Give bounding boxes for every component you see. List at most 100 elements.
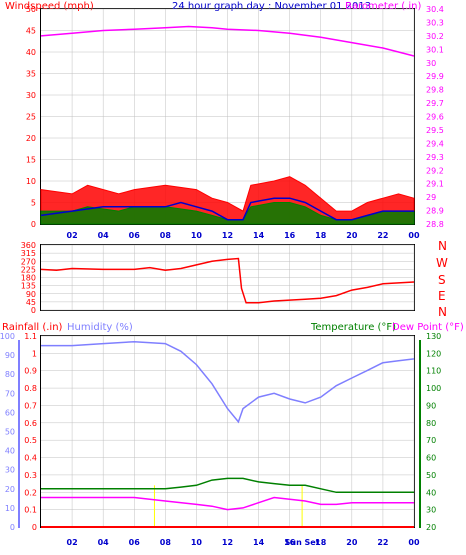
dir-tick-label: 45 bbox=[26, 298, 36, 307]
top-x-tick-label: 06 bbox=[129, 231, 141, 240]
top-x-tick-label: 02 bbox=[67, 231, 78, 240]
baro-tick-label: 29.4 bbox=[426, 139, 444, 148]
wind-tick-label: 15 bbox=[26, 156, 36, 165]
humidity-axis-bar bbox=[18, 340, 20, 528]
bottom-x-tick-label: 16 bbox=[284, 538, 296, 547]
bottom-x-tick-label: 20 bbox=[346, 538, 358, 547]
top-x-tick-label: 12 bbox=[222, 231, 233, 240]
temp-tick-label: 80 bbox=[426, 419, 436, 428]
title-dewpoint: Dew Point (°F) bbox=[392, 322, 464, 333]
dir-tick-label: 225 bbox=[21, 265, 36, 274]
baro-tick-label: 30 bbox=[426, 59, 436, 68]
rain-tick-label: 0.7 bbox=[24, 401, 37, 410]
humidity-tick-label: 50 bbox=[5, 428, 15, 437]
humidity-tick-label: 20 bbox=[5, 485, 15, 494]
rain-tick-label: 0.2 bbox=[24, 488, 37, 497]
wind-tick-label: 25 bbox=[26, 113, 36, 122]
temperature-line bbox=[41, 477, 414, 494]
temp-tick-label: 90 bbox=[426, 401, 436, 410]
top-x-tick-label: 00 bbox=[408, 231, 420, 240]
temp-tick-label: 70 bbox=[426, 436, 436, 445]
windspeed-average-line bbox=[40, 197, 414, 221]
wind-tick-label: 50 bbox=[26, 5, 36, 14]
rain-tick-label: 1.1 bbox=[24, 332, 37, 341]
cardinal-e: E bbox=[438, 289, 446, 303]
bottom-x-tick-label: 10 bbox=[191, 538, 203, 547]
rain-tick-label: 0 bbox=[32, 523, 37, 532]
rain-tick-label: 0.3 bbox=[24, 471, 37, 480]
wind-tick-label: 45 bbox=[26, 27, 36, 36]
wind-tick-label: 30 bbox=[26, 91, 36, 100]
top-x-tick-label: 18 bbox=[315, 231, 327, 240]
dir-tick-label: 135 bbox=[21, 282, 36, 291]
rain-tick-label: 0.4 bbox=[24, 454, 37, 463]
temp-tick-label: 110 bbox=[426, 367, 441, 376]
dir-tick-label: 180 bbox=[21, 274, 36, 283]
baro-tick-label: 30.4 bbox=[426, 5, 444, 14]
top-x-tick-label: 04 bbox=[98, 231, 110, 240]
dir-tick-label: 360 bbox=[21, 241, 36, 250]
wind-tick-label: 0 bbox=[31, 220, 36, 229]
bottom-x-tick-label: 14 bbox=[253, 538, 265, 547]
humidity-tick-label: 0 bbox=[10, 523, 15, 532]
baro-tick-label: 29.1 bbox=[426, 180, 444, 189]
humidity-tick-label: 30 bbox=[5, 466, 15, 475]
wind-tick-label: 10 bbox=[26, 177, 36, 186]
dewpoint-line bbox=[41, 496, 414, 511]
tick-layer: 0510152025303540455028.828.92929.129.229… bbox=[0, 5, 444, 547]
wind-tick-label: 35 bbox=[26, 70, 36, 79]
baro-tick-label: 28.9 bbox=[426, 207, 444, 216]
temp-tick-label: 50 bbox=[426, 471, 436, 480]
sunset-label: Sun Set bbox=[285, 538, 320, 547]
baro-tick-label: 29.5 bbox=[426, 126, 444, 135]
dir-tick-label: 90 bbox=[26, 290, 36, 299]
title-rainfall: Rainfall (.in) bbox=[2, 322, 63, 333]
wind-tick-label: 20 bbox=[26, 134, 36, 143]
wind-direction-line bbox=[40, 257, 415, 304]
humidity-tick-label: 60 bbox=[5, 408, 15, 417]
title-temperature: Temperature (°F) bbox=[310, 322, 396, 333]
rain-tick-label: 0.1 bbox=[24, 506, 37, 515]
bottom-x-tick-label: 06 bbox=[129, 538, 141, 547]
temp-tick-label: 120 bbox=[426, 349, 441, 358]
bottom-x-tick-label: 08 bbox=[160, 538, 172, 547]
temp-tick-label: 130 bbox=[426, 332, 441, 341]
baro-tick-label: 30.2 bbox=[426, 32, 444, 41]
dir-panel-frame bbox=[40, 244, 415, 311]
grid-layer bbox=[41, 8, 415, 528]
top-x-tick-label: 22 bbox=[377, 231, 388, 240]
rain-tick-label: 0.8 bbox=[24, 384, 37, 393]
humidity-line bbox=[41, 340, 415, 424]
top-x-tick-label: 08 bbox=[160, 231, 172, 240]
barometer-line bbox=[40, 25, 415, 57]
bottom-x-tick-label: 04 bbox=[98, 538, 110, 547]
baro-tick-label: 29.9 bbox=[426, 72, 444, 81]
cardinal-s: S bbox=[438, 273, 446, 287]
temp-tick-label: 40 bbox=[426, 488, 436, 497]
humidity-tick-label: 40 bbox=[5, 447, 15, 456]
rain-tick-label: 0.5 bbox=[24, 436, 37, 445]
baro-tick-label: 29.2 bbox=[426, 166, 444, 175]
title-humidity: Humidity (%) bbox=[67, 322, 133, 333]
bottom-x-tick-label: 22 bbox=[377, 538, 388, 547]
temp-tick-label: 20 bbox=[426, 523, 436, 532]
humidity-tick-label: 90 bbox=[5, 351, 15, 360]
rain-tick-label: 1 bbox=[32, 349, 37, 358]
bottom-x-tick-label: 00 bbox=[408, 538, 420, 547]
humidity-tick-label: 70 bbox=[5, 389, 15, 398]
marks-layer bbox=[40, 25, 415, 528]
baro-tick-label: 29.7 bbox=[426, 99, 444, 108]
baro-tick-label: 29.8 bbox=[426, 86, 444, 95]
baro-tick-label: 30.1 bbox=[426, 45, 444, 54]
rain-tick-label: 0.9 bbox=[24, 367, 37, 376]
wind-tick-label: 5 bbox=[31, 199, 36, 208]
dir-tick-label: 0 bbox=[31, 306, 36, 315]
title-graph-day: 24 hour graph day : November 01 2013 bbox=[172, 1, 371, 12]
bottom-x-tick-label: 18 bbox=[315, 538, 327, 547]
title-windspeed: Windspeed (mph) bbox=[5, 1, 94, 12]
temp-tick-label: 60 bbox=[426, 454, 436, 463]
bottom-x-tick-label: 02 bbox=[67, 538, 78, 547]
bottom-x-tick-label: 12 bbox=[222, 538, 233, 547]
temp-tick-label: 30 bbox=[426, 506, 436, 515]
